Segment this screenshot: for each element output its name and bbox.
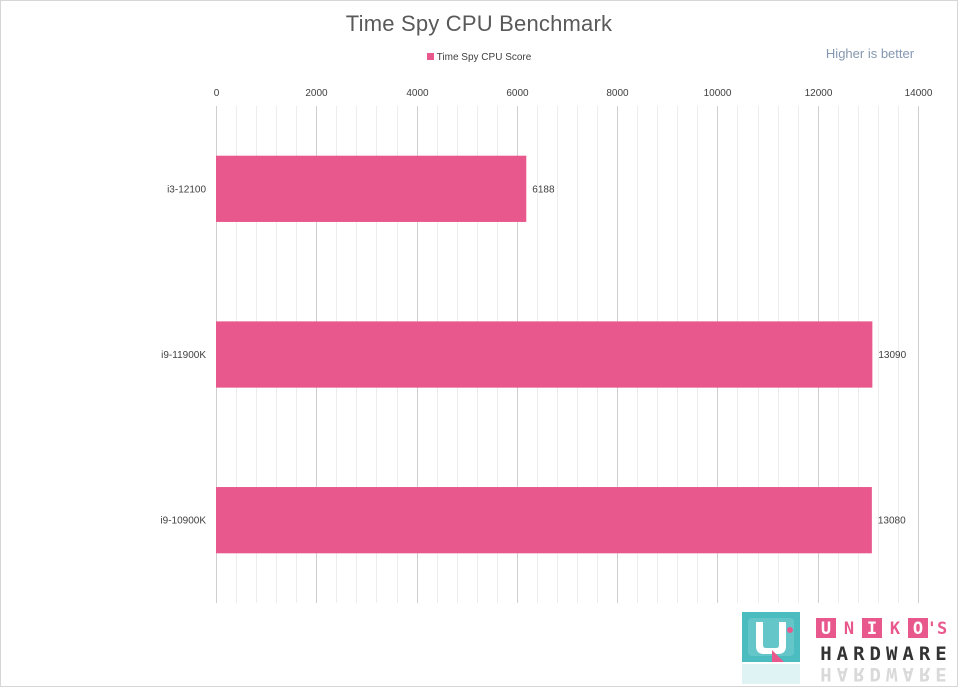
x-tick-label: 10000 (704, 88, 732, 99)
logo-text-hardware: HARDWARE (820, 643, 952, 665)
svg-text:'S: 'S (927, 619, 947, 639)
category-label: i9-10900K (160, 516, 206, 527)
bar (216, 487, 872, 554)
svg-text:U: U (821, 619, 831, 639)
svg-text:O: O (913, 619, 923, 639)
x-tick-label: 12000 (805, 88, 833, 99)
svg-text:N: N (844, 619, 854, 639)
category-label: i3-12100 (167, 184, 206, 195)
legend-label: Time Spy CPU Score (436, 52, 532, 63)
x-tick-label: 8000 (606, 88, 629, 99)
x-tick-label: 2000 (305, 88, 328, 99)
legend: Time Spy CPU Score (0, 52, 958, 63)
data-label: 13090 (878, 350, 906, 361)
x-tick-label: 6000 (506, 88, 529, 99)
logo-mark-icon (742, 612, 800, 684)
svg-text:I: I (867, 619, 877, 639)
x-tick-label: 14000 (905, 88, 933, 99)
logo-text-uniko: U N I K O 'S (816, 618, 947, 639)
bar (216, 321, 873, 388)
legend-swatch (426, 53, 434, 60)
svg-text:HARDWARE: HARDWARE (820, 663, 952, 685)
category-label: i9-11900K (161, 350, 206, 361)
x-tick-label: 0 (214, 88, 220, 99)
logo-reflection: HARDWARE (820, 663, 952, 685)
higher-is-better-note: Higher is better (825, 46, 915, 61)
data-label: 6188 (532, 184, 555, 195)
data-label: 13080 (878, 516, 906, 527)
chart-title: Time Spy CPU Benchmark (345, 11, 613, 36)
bar (216, 155, 527, 222)
unikos-hardware-logo: U N I K O 'S HARDWARE HARDWARE (742, 612, 952, 685)
x-tick-label: 4000 (406, 88, 429, 99)
svg-text:K: K (890, 619, 901, 639)
